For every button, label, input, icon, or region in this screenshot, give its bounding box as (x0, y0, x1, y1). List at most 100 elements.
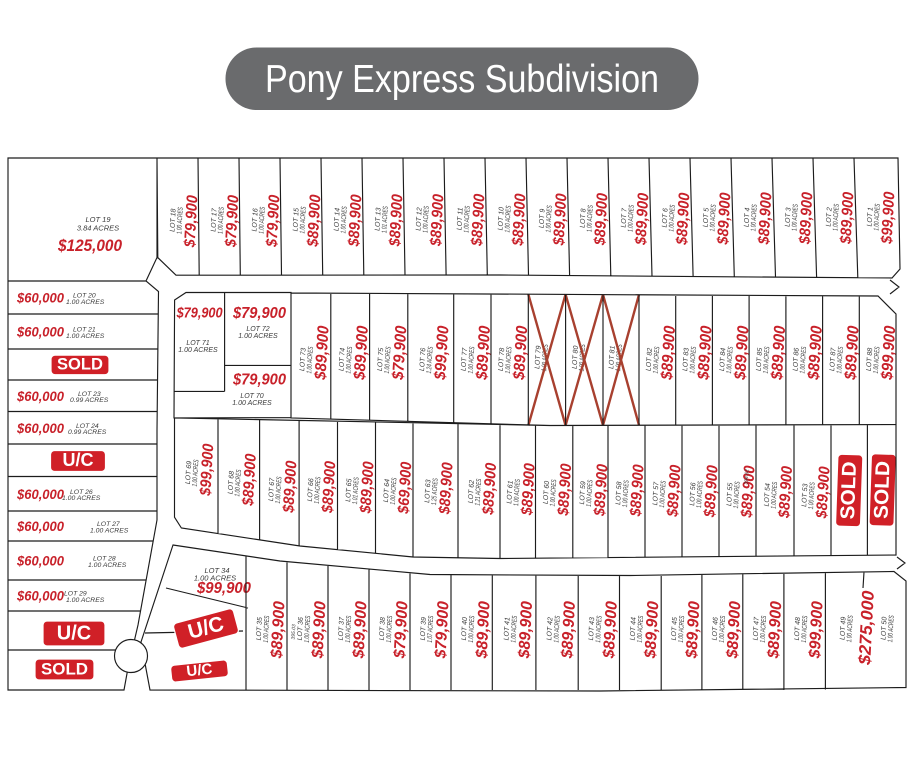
svg-text:1.00 ACRES: 1.00 ACRES (770, 481, 779, 509)
svg-text:$89,900: $89,900 (695, 325, 715, 381)
svg-text:$89,900: $89,900 (592, 192, 612, 246)
svg-text:LOT 29: LOT 29 (64, 591, 87, 598)
svg-text:LOT 69: LOT 69 (185, 461, 193, 485)
svg-text:LOT 49: LOT 49 (839, 617, 847, 641)
svg-text:LOT 80: LOT 80 (572, 345, 580, 369)
svg-text:1.00 ACRES: 1.00 ACRES (696, 481, 705, 509)
svg-text:LOT 61: LOT 61 (506, 480, 514, 504)
svg-text:1.24 ACRES: 1.24 ACRES (426, 346, 435, 374)
svg-text:LOT 20: LOT 20 (73, 293, 96, 300)
svg-text:1.00 ACRES: 1.00 ACRES (763, 346, 772, 374)
svg-text:1.00 ACRES: 1.00 ACRES (846, 615, 854, 643)
svg-text:U/C: U/C (57, 622, 91, 644)
svg-text:LOT 23: LOT 23 (78, 391, 101, 398)
svg-text:$60,000: $60,000 (16, 291, 64, 306)
svg-text:$89,900: $89,900 (659, 325, 679, 381)
svg-text:1.00 ACRES: 1.00 ACRES (66, 333, 105, 340)
svg-text:LOT 15: LOT 15 (292, 208, 300, 232)
svg-text:LOT 43: LOT 43 (588, 617, 596, 641)
svg-text:$79,900: $79,900 (264, 194, 284, 248)
svg-text:LOT 66: LOT 66 (307, 478, 315, 502)
svg-text:LOT 14: LOT 14 (333, 208, 341, 232)
svg-text:1.00 ACRES: 1.00 ACRES (463, 205, 471, 233)
svg-text:394.62: 394.62 (744, 469, 751, 485)
svg-text:$89,900: $89,900 (769, 325, 789, 381)
svg-text:$99,900: $99,900 (432, 325, 452, 381)
svg-text:1.00 ACRES: 1.00 ACRES (637, 615, 645, 643)
svg-text:$89,900: $89,900 (732, 325, 752, 381)
svg-text:1.00 ACRES: 1.00 ACRES (553, 615, 561, 643)
svg-text:1.00 ACRES: 1.00 ACRES (90, 528, 129, 535)
svg-text:LOT 13: LOT 13 (374, 207, 382, 231)
svg-text:$89,900: $89,900 (765, 601, 785, 660)
svg-text:LOT 7: LOT 7 (621, 207, 629, 228)
svg-text:SOLD: SOLD (870, 461, 894, 520)
svg-text:1.00 ACRES: 1.00 ACRES (275, 476, 284, 504)
svg-text:1.00 ACRES: 1.00 ACRES (678, 615, 686, 643)
svg-text:LOT 65: LOT 65 (345, 478, 353, 502)
svg-text:SOLD: SOLD (57, 355, 103, 374)
svg-text:LOT 88: LOT 88 (866, 348, 874, 372)
svg-text:LOT 9: LOT 9 (539, 209, 547, 229)
svg-text:LOT 2: LOT 2 (826, 207, 834, 227)
svg-text:395.03: 395.03 (291, 624, 298, 640)
svg-text:1.00 ACRES: 1.00 ACRES (653, 346, 662, 374)
svg-text:LOT 57: LOT 57 (652, 481, 660, 506)
svg-text:1.25 ACRES: 1.25 ACRES (431, 478, 440, 506)
svg-text:LOT 74: LOT 74 (338, 348, 346, 372)
svg-text:LOT 75: LOT 75 (377, 348, 385, 372)
svg-text:$79,900: $79,900 (176, 305, 223, 322)
svg-text:1.00 ACRES: 1.00 ACRES (304, 615, 312, 643)
svg-text:LOT 54: LOT 54 (764, 483, 772, 507)
svg-text:1.00 ACRES: 1.00 ACRES (836, 346, 845, 374)
svg-text:$69,900: $69,900 (395, 461, 415, 515)
svg-text:1.00 ACRES: 1.00 ACRES (390, 477, 399, 505)
svg-text:$89,900: $89,900 (642, 601, 662, 660)
svg-text:$89,900: $89,900 (436, 462, 456, 516)
svg-text:LOT 26: LOT 26 (70, 489, 93, 496)
svg-text:$79,900: $79,900 (432, 601, 452, 660)
svg-text:$89,900: $89,900 (510, 193, 530, 247)
svg-text:$89,900: $89,900 (240, 453, 260, 507)
svg-text:1.00 ACRES: 1.00 ACRES (550, 479, 559, 507)
svg-text:1.00 ACRES: 1.00 ACRES (88, 562, 127, 569)
svg-text:1.00 ACRES: 1.00 ACRES (733, 481, 742, 509)
svg-text:1.00 ACRES: 1.00 ACRES (689, 346, 698, 374)
svg-text:1.00 ACRES: 1.00 ACRES (314, 476, 323, 504)
svg-text:$60,000: $60,000 (16, 325, 64, 340)
svg-text:LOT 68: LOT 68 (227, 471, 235, 495)
svg-text:SOLD: SOLD (41, 659, 88, 678)
svg-text:1.00 ACRES: 1.00 ACRES (622, 480, 631, 508)
svg-text:1.00 ACRES: 1.00 ACRES (238, 333, 278, 340)
svg-text:$89,900: $89,900 (842, 325, 862, 381)
svg-text:$89,900: $89,900 (352, 325, 372, 381)
svg-text:1.00 ACRES: 1.00 ACRES (66, 597, 105, 604)
svg-text:1.00 ACRES: 1.00 ACRES (510, 615, 518, 643)
svg-text:$99,900: $99,900 (197, 443, 217, 497)
svg-text:LOT 62: LOT 62 (468, 480, 476, 504)
svg-text:$99,900: $99,900 (196, 580, 251, 597)
svg-text:LOT 16: LOT 16 (251, 208, 259, 232)
svg-text:LOT 70: LOT 70 (240, 393, 263, 400)
svg-text:$89,900: $89,900 (683, 601, 703, 660)
svg-text:1.00 ACRES: 1.00 ACRES (586, 205, 594, 233)
svg-text:1.00 ACRES: 1.00 ACRES (595, 615, 603, 643)
svg-text:1.00 ACRES: 1.00 ACRES (232, 400, 272, 407)
svg-text:LOT 44: LOT 44 (630, 617, 638, 641)
svg-text:1.00 ACRES: 1.00 ACRES (801, 615, 809, 643)
svg-text:LOT 82: LOT 82 (646, 348, 654, 372)
svg-text:LOT 40: LOT 40 (461, 617, 469, 641)
svg-text:1.00 ACRES: 1.00 ACRES (178, 347, 218, 354)
svg-text:$79,900: $79,900 (232, 372, 286, 389)
svg-text:1.00 ACRES: 1.00 ACRES (726, 346, 735, 374)
svg-text:$89,900: $89,900 (474, 325, 494, 381)
svg-text:1.01 ACRES: 1.01 ACRES (381, 206, 389, 234)
svg-text:LOT 50: LOT 50 (880, 617, 888, 641)
svg-text:LOT 39: LOT 39 (420, 617, 428, 641)
svg-text:1.00 ACRES: 1.00 ACRES (386, 615, 394, 643)
svg-text:$89,900: $89,900 (664, 464, 684, 518)
svg-text:LOT 6: LOT 6 (662, 208, 670, 228)
svg-text:LOT 67: LOT 67 (268, 477, 276, 502)
svg-text:LOT 28: LOT 28 (93, 556, 116, 563)
svg-text:$89,900: $89,900 (674, 192, 694, 246)
